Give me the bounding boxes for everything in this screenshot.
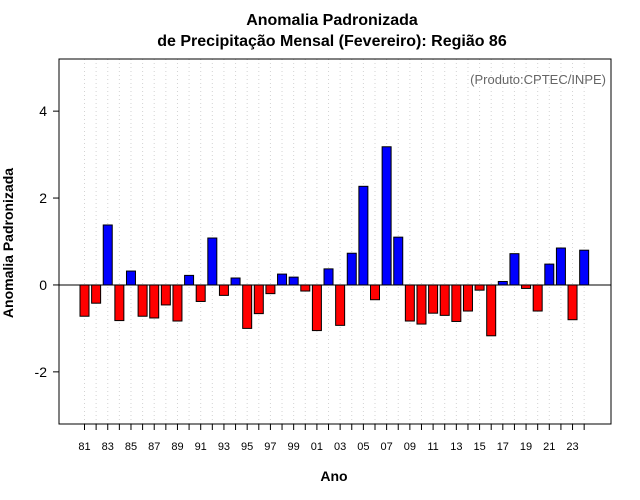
bar-00: [300, 284, 311, 292]
bar-92: [207, 237, 218, 286]
y-tick-label: 4: [39, 103, 47, 119]
bar-99: [288, 276, 299, 286]
x-tick-label: 19: [520, 441, 532, 453]
grid-lines: [84, 59, 585, 424]
x-tick-label: 17: [497, 441, 509, 453]
x-tick-label: 99: [288, 441, 300, 453]
bar-15: [474, 284, 485, 291]
bar-91: [195, 284, 206, 302]
x-tick-label: 89: [171, 441, 183, 453]
x-tick-label: 03: [334, 441, 346, 453]
y-axis: -2 0 2 4: [35, 103, 59, 380]
x-tick-label: 07: [380, 441, 392, 453]
bar-85: [125, 270, 136, 286]
x-tick-label: 05: [357, 441, 369, 453]
bar-96: [253, 284, 264, 315]
bar-10: [416, 284, 427, 325]
x-tick-label: 21: [543, 441, 555, 453]
x-tick-label: 91: [195, 441, 207, 453]
bar-90: [184, 274, 195, 286]
x-tick-label: 93: [218, 441, 230, 453]
bar-82: [91, 284, 102, 304]
bar-19: [521, 284, 532, 289]
x-tick-label: 23: [566, 441, 578, 453]
bar-18: [509, 253, 520, 286]
x-tick-label: 85: [125, 441, 137, 453]
bar-88: [160, 284, 171, 306]
bar-13: [451, 284, 462, 322]
x-tick-label: 95: [241, 441, 253, 453]
y-axis-label: Anomalia Padronizada: [0, 168, 16, 318]
x-tick-label: 87: [148, 441, 160, 453]
x-tick-label: 81: [78, 441, 90, 453]
bar-23: [567, 284, 578, 321]
y-tick-label: 0: [39, 277, 47, 293]
x-tick-label: 13: [450, 441, 462, 453]
y-tick-label: 2: [39, 190, 47, 206]
bar-83: [102, 224, 113, 286]
bar-22: [555, 247, 566, 286]
bar-89: [172, 284, 183, 322]
bar-11: [428, 284, 439, 314]
bar-07: [381, 146, 392, 286]
bar-14: [462, 284, 473, 312]
bar-84: [114, 284, 125, 322]
x-tick-label: 01: [311, 441, 323, 453]
bar-24: [579, 249, 590, 286]
x-axis-label: Ano: [320, 468, 347, 484]
bar-05: [358, 185, 369, 286]
bar-87: [149, 284, 160, 319]
bars: [79, 146, 590, 337]
bar-95: [242, 284, 253, 329]
x-tick-label: 97: [264, 441, 276, 453]
bar-93: [218, 284, 229, 296]
bar-02: [323, 268, 334, 286]
source-annotation: (Produto:CPTEC/INPE): [470, 72, 606, 87]
x-tick-label: 11: [427, 441, 438, 453]
bar-98: [277, 273, 288, 286]
bar-01: [311, 284, 322, 332]
x-tick-label: 83: [102, 441, 114, 453]
plot-frame: [58, 58, 612, 425]
chart-subtitle: de Precipitação Mensal (Fevereiro): Regi…: [157, 33, 507, 50]
bar-09: [404, 284, 415, 322]
x-axis: 81 83 85 87 89 91 93 95 97 99 01 03 05 07 09 11 13 15 17 19…: [78, 424, 585, 453]
bar-08: [393, 236, 404, 286]
bar-94: [230, 277, 241, 286]
y-tick-label: -2: [35, 364, 48, 380]
bar-16: [486, 284, 497, 337]
bar-81: [79, 284, 90, 317]
bar-17: [497, 280, 508, 286]
x-tick-label: 09: [404, 441, 416, 453]
bar-06: [370, 284, 380, 301]
bar-12: [439, 284, 450, 316]
bar-97: [265, 284, 276, 295]
x-tick-label: 15: [473, 441, 485, 453]
bar-21: [544, 263, 555, 286]
bar-03: [335, 284, 346, 326]
bar-86: [137, 284, 148, 317]
bar-04: [346, 252, 357, 286]
bar-20: [532, 284, 543, 312]
chart-title: Anomalia Padronizada: [246, 12, 418, 29]
